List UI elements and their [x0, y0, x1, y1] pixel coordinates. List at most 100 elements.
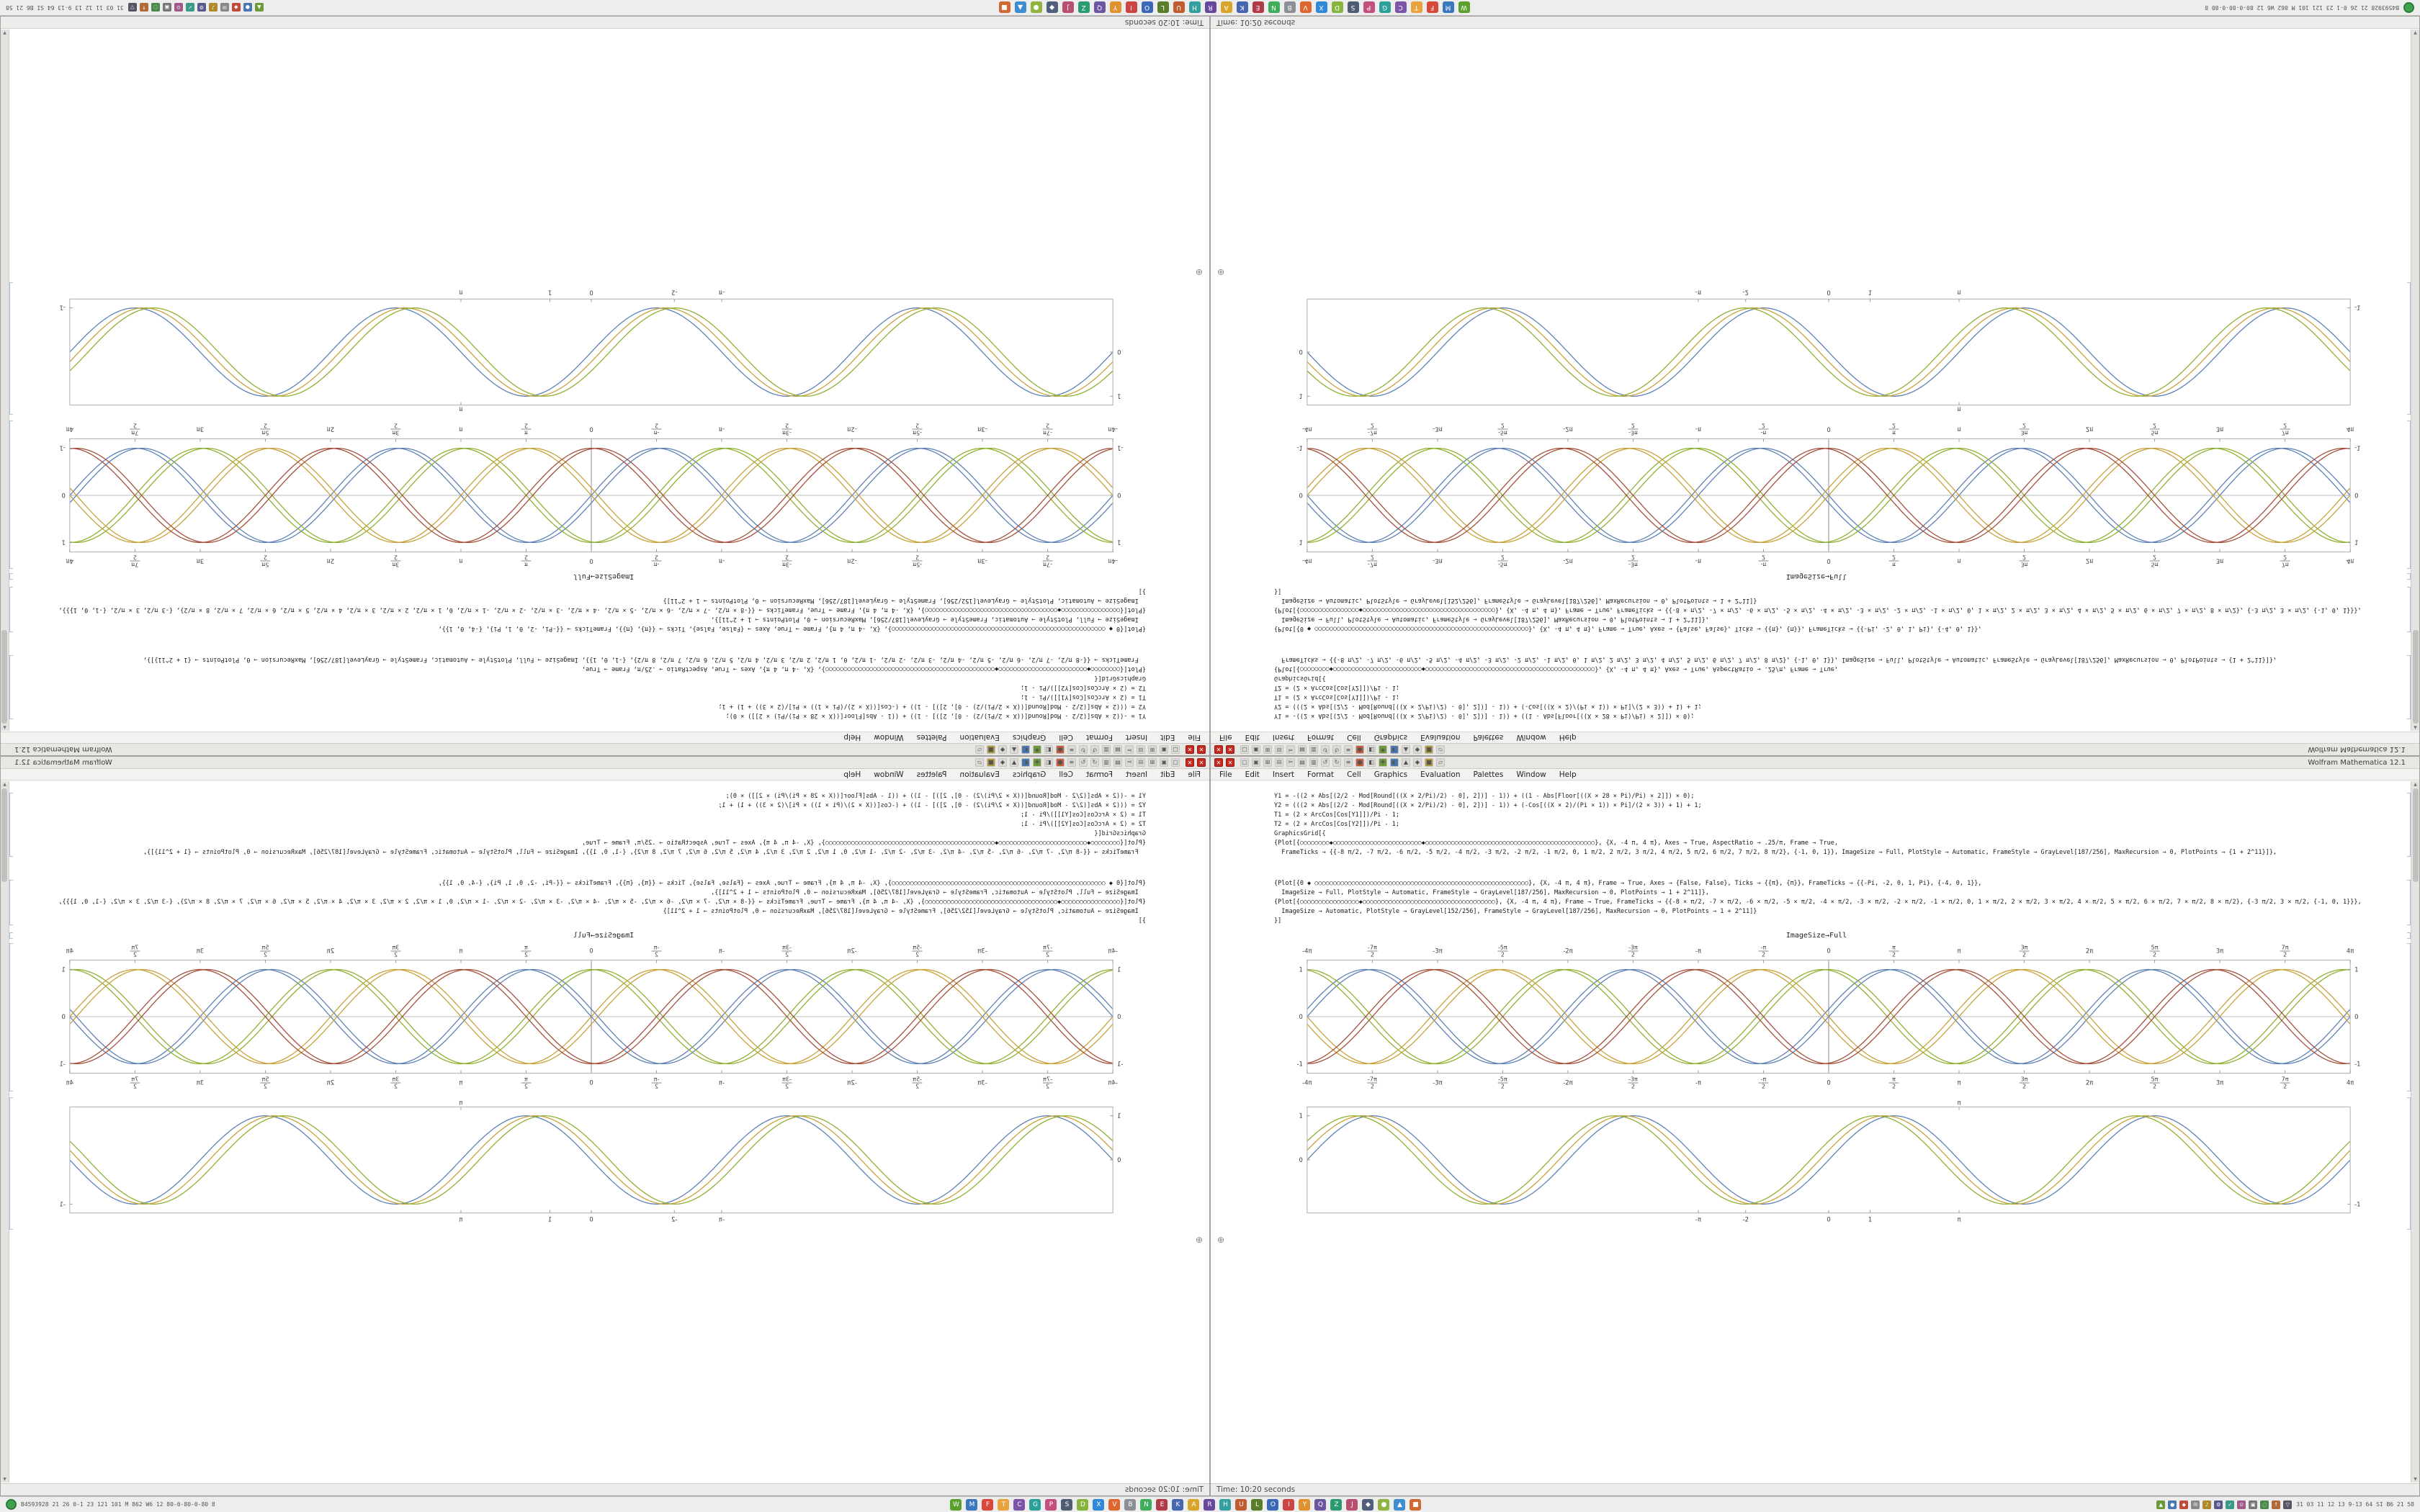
cell-bracket[interactable]	[2407, 943, 2411, 1092]
print-icon[interactable]: ⊟	[1275, 758, 1283, 767]
redo-icon[interactable]: ↻	[1079, 758, 1088, 767]
cell-insert-button[interactable]: ⊕	[1216, 1235, 1225, 1245]
app-icon[interactable]: W	[950, 1498, 962, 1511]
app-icon[interactable]: N	[1268, 1, 1280, 14]
cell-bracket[interactable]	[2407, 932, 2411, 939]
undo-icon[interactable]: ↺	[1090, 745, 1099, 754]
scroll-up-icon[interactable]: ▲	[3, 782, 6, 787]
cell-insert-button[interactable]: ⊕	[1216, 267, 1225, 277]
tray-network-icon[interactable]: ▲	[2156, 1500, 2166, 1509]
print-icon[interactable]: ⊟	[1275, 745, 1283, 754]
app-icon[interactable]: E	[1156, 1498, 1168, 1511]
menu-insert[interactable]: Insert	[1125, 770, 1148, 779]
app-icon[interactable]: S	[1347, 1, 1359, 14]
menu-palettes[interactable]: Palettes	[1473, 770, 1504, 779]
graphics-icon[interactable]: ◐	[1021, 758, 1030, 767]
menu-file[interactable]: File	[1188, 770, 1201, 779]
math-palette-icon[interactable]: ✚	[1379, 758, 1387, 767]
tray-battery-icon[interactable]: ◌	[151, 3, 160, 12]
open-icon[interactable]: ▣	[1160, 758, 1168, 767]
app-icon[interactable]: O	[1141, 1, 1153, 14]
text-style-icon[interactable]: ▲	[1010, 758, 1018, 767]
app-icon[interactable]: Y	[1109, 1, 1121, 14]
tray-media-icon[interactable]: ♪	[2202, 1500, 2212, 1509]
copy-icon[interactable]: ▤	[1298, 758, 1307, 767]
menu-evaluation[interactable]: Evaluation	[959, 733, 1000, 742]
cell-bracket[interactable]	[9, 943, 13, 1092]
evaluate-icon[interactable]: ≡	[1067, 758, 1076, 767]
scroll-down-icon[interactable]: ▼	[2414, 1477, 2417, 1482]
app-icon[interactable]: K	[1236, 1, 1248, 14]
app-icon[interactable]: O	[1267, 1498, 1279, 1511]
cell-bracket[interactable]	[2407, 880, 2411, 925]
menu-graphics[interactable]: Graphics	[1373, 733, 1408, 742]
input-cell-1[interactable]: Y1 = -((2 × Abs[(2/2 - Mod[Round[((X × 2…	[1234, 792, 2411, 858]
menu-graphics[interactable]: Graphics	[1373, 770, 1408, 779]
cell-bracket[interactable]	[9, 587, 13, 632]
notebook[interactable]: Y1 = -((2 × Abs[(2/2 - Mod[Round[((X × 2…	[1211, 780, 2419, 1483]
app-icon[interactable]: ◆	[1362, 1498, 1374, 1511]
cell-bracket[interactable]	[2407, 1097, 2411, 1230]
abort-icon[interactable]: ●	[1056, 745, 1065, 754]
menu-window[interactable]: Window	[1516, 733, 1546, 742]
app-icon[interactable]: J	[1346, 1498, 1358, 1511]
menu-cell[interactable]: Cell	[1347, 733, 1361, 742]
math-palette-icon[interactable]: ✚	[1379, 745, 1387, 754]
tray-mail-icon[interactable]: ✉	[220, 3, 229, 12]
start-button[interactable]	[2403, 2, 2414, 13]
menu-evaluation[interactable]: Evaluation	[959, 770, 1000, 779]
app-icon[interactable]: U	[1173, 1, 1185, 14]
vertical-scrollbar[interactable]: ▲ ▼	[2411, 30, 2419, 731]
notebook[interactable]: Y1 = -((2 × Abs[(2/2 - Mod[Round[((X × 2…	[1, 29, 1209, 732]
menu-cell[interactable]: Cell	[1059, 770, 1073, 779]
align-icon[interactable]: ◆	[998, 745, 1007, 754]
menu-palettes[interactable]: Palettes	[916, 770, 947, 779]
cell-bracket[interactable]	[9, 282, 13, 415]
menu-graphics[interactable]: Graphics	[1012, 770, 1047, 779]
options-icon[interactable]: ▱	[1436, 758, 1445, 767]
options-icon[interactable]: ▱	[1436, 745, 1445, 754]
notebook[interactable]: Y1 = -((2 × Abs[(2/2 - Mod[Round[((X × 2…	[1, 780, 1209, 1483]
options-icon[interactable]: ▱	[975, 758, 984, 767]
tray-sync-icon[interactable]: ✓	[2226, 1500, 2235, 1509]
copy-icon[interactable]: ▤	[1113, 745, 1122, 754]
app-icon[interactable]: A	[1188, 1498, 1200, 1511]
redo-icon[interactable]: ↻	[1079, 745, 1088, 754]
new-notebook-icon[interactable]: ▢	[1240, 758, 1249, 767]
redo-icon[interactable]: ↻	[1332, 758, 1341, 767]
align-icon[interactable]: ◆	[1413, 745, 1422, 754]
print-icon[interactable]: ⊟	[1137, 745, 1145, 754]
math-palette-icon[interactable]: ✚	[1033, 758, 1041, 767]
app-icon[interactable]: E	[1252, 1, 1264, 14]
app-icon[interactable]: L	[1251, 1498, 1263, 1511]
tray-misc-icon[interactable]: ▽	[2283, 1500, 2293, 1509]
cell-bracket[interactable]	[9, 573, 13, 580]
text-style-icon[interactable]: ▲	[1402, 758, 1410, 767]
app-icon[interactable]: Y	[1299, 1498, 1311, 1511]
app-icon[interactable]: ●	[1378, 1498, 1390, 1511]
app-icon[interactable]: X	[1315, 1, 1327, 14]
close-button[interactable]: ✕	[1214, 745, 1223, 754]
vertical-scrollbar[interactable]: ▲ ▼	[1, 781, 9, 1482]
tray-update-icon[interactable]: ◆	[2179, 1500, 2189, 1509]
app-icon[interactable]: K	[1172, 1498, 1184, 1511]
tray-upload-icon[interactable]: ↑	[2272, 1500, 2281, 1509]
open-icon[interactable]: ▣	[1252, 745, 1260, 754]
align-icon[interactable]: ◆	[998, 758, 1007, 767]
app-icon[interactable]: U	[1235, 1498, 1247, 1511]
tray-settings-icon[interactable]: ⚙	[197, 3, 206, 12]
menu-edit[interactable]: Edit	[1245, 770, 1260, 779]
tray-display-icon[interactable]: ▣	[2249, 1500, 2258, 1509]
app-icon[interactable]: ▲	[1394, 1498, 1406, 1511]
close-button[interactable]: ✕	[1197, 758, 1206, 767]
open-icon[interactable]: ▣	[1160, 745, 1168, 754]
app-icon[interactable]: ◆	[1046, 1, 1058, 14]
app-icon[interactable]: Z	[1077, 1, 1090, 14]
scroll-down-icon[interactable]: ▼	[3, 30, 6, 35]
app-icon[interactable]: W	[1458, 1, 1470, 14]
stop-button[interactable]: ✕	[1226, 745, 1234, 754]
app-icon[interactable]: V	[1299, 1, 1312, 14]
evaluate-icon[interactable]: ≡	[1344, 758, 1353, 767]
scrollbar-thumb[interactable]	[2412, 630, 2419, 724]
cell-insert-button[interactable]: ⊕	[1195, 267, 1204, 277]
